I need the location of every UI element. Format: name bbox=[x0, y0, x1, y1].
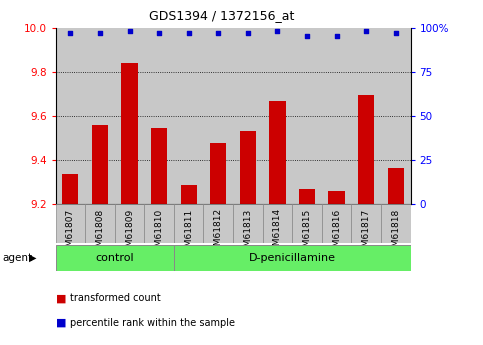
Bar bbox=[240, 131, 256, 204]
Bar bbox=[233, 204, 263, 243]
Bar bbox=[322, 204, 352, 243]
Point bbox=[96, 30, 104, 36]
Text: GSM61810: GSM61810 bbox=[155, 208, 164, 258]
Point bbox=[244, 30, 252, 36]
Bar bbox=[92, 126, 108, 204]
Text: GSM61811: GSM61811 bbox=[184, 208, 193, 258]
Bar bbox=[328, 191, 345, 204]
Text: GSM61815: GSM61815 bbox=[302, 208, 312, 258]
Bar bbox=[121, 63, 138, 204]
Point bbox=[392, 30, 399, 36]
Text: ▶: ▶ bbox=[29, 253, 37, 263]
Text: GSM61809: GSM61809 bbox=[125, 208, 134, 258]
Bar bbox=[151, 128, 167, 204]
Text: ■: ■ bbox=[56, 294, 66, 303]
Text: GSM61818: GSM61818 bbox=[391, 208, 400, 258]
Text: GSM61812: GSM61812 bbox=[214, 208, 223, 257]
Bar bbox=[56, 245, 174, 271]
Bar bbox=[174, 204, 203, 243]
Point bbox=[126, 28, 133, 34]
Text: GDS1394 / 1372156_at: GDS1394 / 1372156_at bbox=[150, 9, 295, 22]
Text: GSM61807: GSM61807 bbox=[66, 208, 75, 258]
Bar bbox=[174, 28, 203, 204]
Point bbox=[362, 28, 370, 34]
Bar bbox=[56, 204, 85, 243]
Text: agent: agent bbox=[2, 253, 32, 263]
Point bbox=[273, 28, 281, 34]
Bar bbox=[203, 204, 233, 243]
Text: D-penicillamine: D-penicillamine bbox=[249, 253, 336, 263]
Bar bbox=[292, 28, 322, 204]
Bar bbox=[352, 28, 381, 204]
Point bbox=[185, 30, 193, 36]
Bar bbox=[115, 28, 144, 204]
Bar bbox=[299, 189, 315, 204]
Bar bbox=[85, 28, 115, 204]
Point bbox=[67, 30, 74, 36]
Bar bbox=[144, 204, 174, 243]
Bar bbox=[381, 28, 411, 204]
Bar bbox=[56, 28, 85, 204]
Bar bbox=[322, 28, 352, 204]
Text: GSM61817: GSM61817 bbox=[362, 208, 370, 258]
Point bbox=[214, 30, 222, 36]
Bar bbox=[388, 168, 404, 204]
Bar bbox=[352, 204, 381, 243]
Point bbox=[333, 33, 341, 39]
Text: GSM61808: GSM61808 bbox=[96, 208, 104, 258]
Bar bbox=[115, 204, 144, 243]
Bar bbox=[263, 28, 292, 204]
Bar bbox=[210, 143, 227, 204]
Text: percentile rank within the sample: percentile rank within the sample bbox=[70, 318, 235, 327]
Bar bbox=[233, 28, 263, 204]
Text: GSM61814: GSM61814 bbox=[273, 208, 282, 257]
Bar bbox=[203, 28, 233, 204]
Text: GSM61816: GSM61816 bbox=[332, 208, 341, 258]
Bar bbox=[174, 245, 411, 271]
Bar bbox=[270, 101, 285, 204]
Bar bbox=[85, 204, 115, 243]
Bar bbox=[263, 204, 292, 243]
Bar bbox=[144, 28, 174, 204]
Point bbox=[303, 33, 311, 39]
Text: control: control bbox=[96, 253, 134, 263]
Bar bbox=[381, 204, 411, 243]
Text: transformed count: transformed count bbox=[70, 294, 161, 303]
Bar bbox=[181, 185, 197, 204]
Text: ■: ■ bbox=[56, 318, 66, 327]
Bar bbox=[62, 174, 78, 204]
Text: GSM61813: GSM61813 bbox=[243, 208, 252, 258]
Bar bbox=[358, 95, 374, 204]
Bar bbox=[292, 204, 322, 243]
Point bbox=[155, 30, 163, 36]
